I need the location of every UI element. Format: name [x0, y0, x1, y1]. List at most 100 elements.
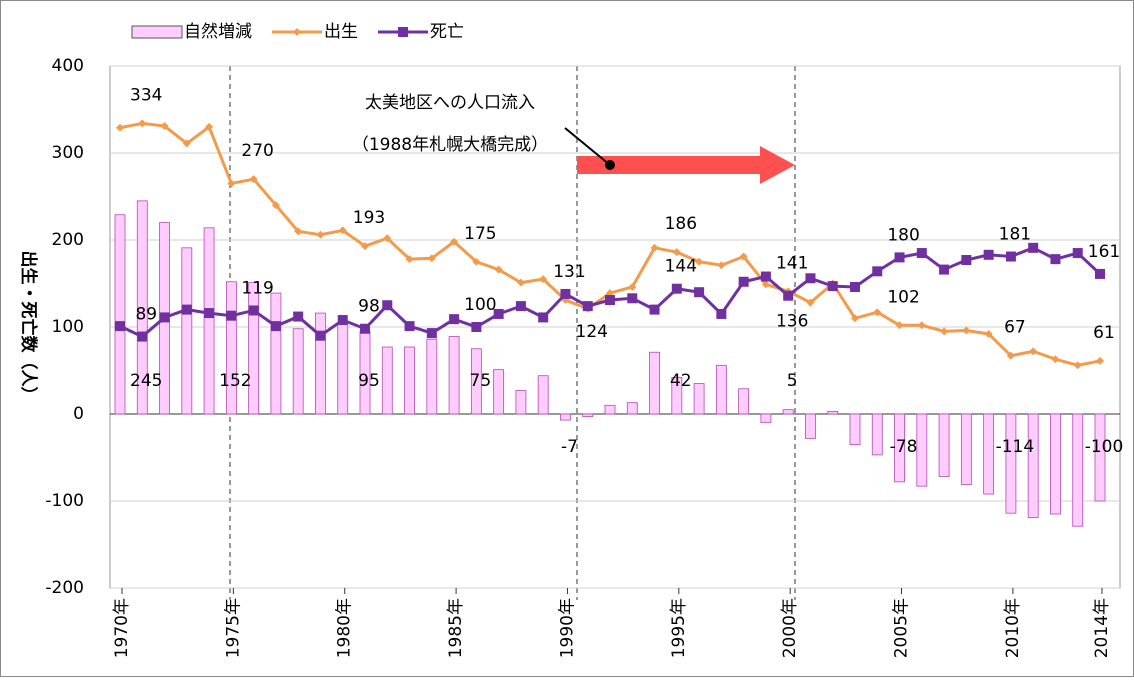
marker	[895, 321, 904, 330]
data-label: 131	[553, 262, 585, 282]
bar	[760, 413, 772, 424]
bar	[671, 377, 683, 415]
data-label: 193	[353, 208, 385, 228]
bar	[604, 404, 616, 415]
marker	[426, 328, 437, 339]
y-tick-label: 400	[52, 56, 84, 76]
legend-marker	[398, 27, 408, 37]
marker	[649, 304, 660, 315]
bar	[894, 413, 905, 483]
data-label: 186	[665, 214, 697, 234]
y-tick-label: 300	[52, 143, 84, 163]
marker	[137, 331, 148, 342]
bar	[448, 336, 460, 415]
marker	[493, 308, 504, 319]
bar	[270, 292, 282, 415]
legend-label: 自然増減	[184, 22, 252, 42]
data-label: 270	[241, 141, 273, 161]
bar	[871, 413, 883, 456]
y-tick-label: 100	[52, 317, 84, 337]
bar	[426, 338, 438, 415]
marker	[1029, 347, 1038, 356]
data-label: 141	[776, 253, 808, 273]
marker	[404, 321, 415, 332]
marker	[450, 237, 459, 246]
bar	[1050, 413, 1061, 515]
marker	[739, 252, 748, 261]
data-label: 152	[219, 371, 251, 391]
data-label: 42	[670, 371, 692, 391]
marker	[471, 322, 482, 332]
marker	[1051, 355, 1060, 364]
bar	[493, 369, 505, 415]
marker	[1028, 242, 1039, 253]
y-axis-label: 出生・死亡数（人）	[18, 251, 39, 404]
marker	[205, 122, 214, 131]
data-label: 67	[1004, 318, 1026, 338]
data-label: 61	[1093, 323, 1115, 343]
bar	[203, 227, 215, 415]
bar	[537, 375, 549, 415]
marker	[827, 281, 838, 292]
bar	[181, 247, 193, 415]
bar	[693, 383, 705, 415]
bar	[738, 388, 750, 415]
marker	[850, 281, 860, 292]
marker	[582, 301, 593, 312]
data-label: 5	[787, 371, 798, 391]
marker	[248, 305, 259, 316]
bar	[136, 200, 148, 415]
bar	[248, 282, 260, 415]
bar	[782, 409, 794, 415]
data-label: 180	[887, 225, 919, 245]
marker	[227, 179, 236, 188]
annotation: （1988年札幌大橋完成）	[352, 135, 548, 155]
y-tick-label: -200	[45, 578, 84, 598]
data-label: 124	[576, 322, 608, 342]
data-label: -114	[996, 437, 1035, 457]
data-label: 245	[130, 371, 162, 391]
marker	[761, 280, 770, 289]
bar	[404, 346, 415, 415]
marker	[338, 226, 347, 235]
marker	[940, 327, 949, 336]
bar	[916, 413, 928, 487]
x-tick-label: 1995年	[669, 598, 689, 658]
data-label: 95	[358, 371, 380, 391]
marker	[672, 248, 681, 257]
marker	[337, 315, 348, 326]
marker	[1050, 254, 1061, 265]
bar	[626, 402, 638, 415]
arrow-head	[760, 146, 795, 184]
marker	[962, 326, 971, 335]
bar	[1094, 413, 1106, 502]
data-label: 161	[1088, 242, 1120, 262]
marker	[294, 227, 303, 236]
marker	[182, 139, 191, 148]
marker	[494, 265, 503, 274]
bar	[582, 413, 594, 418]
marker	[560, 288, 571, 299]
bar	[225, 281, 237, 415]
data-label: 119	[241, 278, 273, 298]
marker	[138, 119, 147, 128]
marker	[1073, 361, 1082, 370]
marker	[159, 312, 170, 323]
marker	[1005, 251, 1016, 262]
data-label: 181	[999, 225, 1031, 245]
marker	[538, 312, 549, 323]
x-tick-label: 1975年	[223, 598, 243, 658]
x-tick-label: 2005年	[892, 598, 912, 658]
x-tick-label: 2010年	[1003, 598, 1023, 658]
marker	[1006, 351, 1015, 360]
bar	[849, 413, 861, 445]
marker	[293, 311, 304, 322]
marker	[383, 234, 392, 243]
annotation: 太美地区への人口流入	[365, 93, 535, 113]
marker	[315, 330, 326, 341]
arrow-body	[577, 156, 762, 174]
marker	[916, 248, 927, 259]
bar	[315, 312, 326, 415]
y-tick-label: -100	[45, 491, 84, 511]
